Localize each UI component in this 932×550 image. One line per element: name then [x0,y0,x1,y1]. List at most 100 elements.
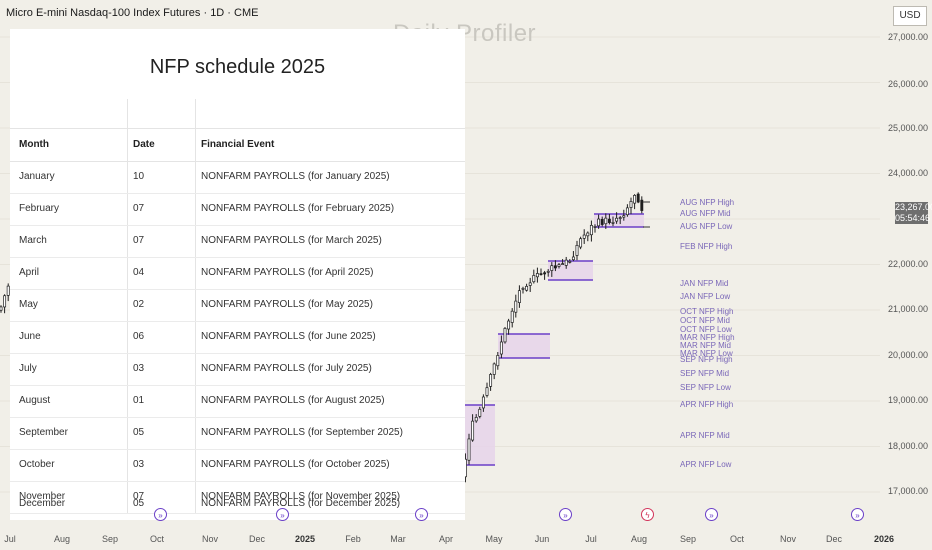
date-cell: 07 [133,491,145,502]
candle-body [525,285,529,291]
candle-body [489,374,493,387]
candle-body [575,245,579,256]
candle-body [604,217,608,225]
countdown-tag: 05:54:46 [895,213,931,224]
candle-body [546,270,550,273]
candle-body [474,417,478,422]
table-header-row: Month Date Financial Event [10,128,465,162]
candle-body [507,320,511,330]
level-label: MAR NFP Mid [680,341,731,350]
candle-body [582,234,586,239]
candle-body [615,217,619,222]
candle-body [636,193,640,203]
time-tick: May [485,534,503,544]
price-tick: 26,000.00 [887,79,928,89]
level-label: APR NFP Mid [680,431,730,440]
candle-body [633,195,637,204]
economic-event-icon[interactable]: » [559,508,572,521]
table-title: NFP schedule 2025 [149,56,326,78]
table-row: December 05 NONFARM PAYROLLS (for Decemb… [10,488,465,520]
level-segments [643,201,650,228]
month-cell: July [19,363,37,374]
header-event: Financial Event [201,139,275,150]
event-cell: NONFARM PAYROLLS (for December 2025) [201,498,401,509]
time-tick: Feb [345,534,361,544]
level-label: SEP NFP Mid [680,369,730,378]
month-cell: October [19,459,55,470]
level-label: AUG NFP High [680,198,735,207]
month-cell: January [19,171,55,182]
candle-body [521,287,525,290]
level-label: APR NFP Low [680,460,732,469]
candle-body [564,259,568,266]
candle-body [0,306,3,311]
column-divider [127,99,128,513]
level-label: OCT NFP Mid [680,316,730,325]
price-tick: 18,000.00 [887,441,928,451]
time-tick-year: 2025 [294,534,316,544]
time-tick: Jul [4,534,16,544]
economic-event-icon[interactable]: » [415,508,428,521]
time-tick: Aug [53,534,71,544]
candle-body [557,264,561,267]
date-cell: 07 [133,203,145,214]
event-cell: NONFARM PAYROLLS (for November 2025) [201,491,401,502]
candle-body [622,215,626,218]
date-cell: 05 [133,427,145,438]
nfp-range-box [498,334,550,358]
economic-event-icon[interactable]: » [154,508,167,521]
time-tick: Dec [825,534,843,544]
candle-body [539,273,543,275]
candle-body [532,275,536,283]
table-row: November 07 NONFARM PAYROLLS (for Novemb… [10,481,465,514]
candle-body [611,222,615,224]
candle-body [492,363,496,375]
price-tick: 22,000.00 [887,259,928,269]
price-tick: 20,000.00 [887,350,928,360]
header-date: Date [133,139,155,150]
level-label: AUG NFP Mid [680,209,731,218]
economic-event-icon[interactable]: » [276,508,289,521]
candle-body [600,218,604,225]
event-cell: NONFARM PAYROLLS (for March 2025) [201,235,382,246]
date-cell: 03 [133,459,145,470]
time-tick: Nov [201,534,219,544]
month-cell: November [19,491,66,502]
candle-body [535,273,539,278]
nfp-range-box [548,261,593,280]
lightning-event-icon[interactable]: ϟ [641,508,654,521]
candle-body [593,226,597,228]
header-month: Month [19,139,49,150]
level-label: JAN NFP Mid [680,279,729,288]
time-tick: Dec [248,534,266,544]
date-cell: 03 [133,363,145,374]
candle-body [589,225,593,236]
candle-body [496,355,500,367]
level-label: AUG NFP Low [680,222,733,231]
price-tick: 19,000.00 [887,395,928,405]
date-cell: 10 [133,171,145,182]
level-label: OCT NFP High [680,307,734,316]
candle-body [499,341,503,355]
price-tick: 25,000.00 [887,123,928,133]
column-divider [195,99,196,513]
time-tick: Apr [438,534,454,544]
symbol-title[interactable]: Micro E-mini Nasdaq-100 Index Futures · … [6,7,259,19]
time-tick: Sep [101,534,119,544]
table-row: July 03 NONFARM PAYROLLS (for July 2025) [10,353,465,386]
candle-body [528,282,532,286]
time-tick: Sep [679,534,697,544]
table-row: June 06 NONFARM PAYROLLS (for June 2025) [10,321,465,354]
event-cell: NONFARM PAYROLLS (for January 2025) [201,171,390,182]
economic-event-icon[interactable]: » [705,508,718,521]
candle-body [471,420,475,441]
currency-button[interactable]: USD [893,6,927,26]
month-cell: June [19,331,41,342]
candle-body [467,438,471,461]
economic-event-icon[interactable]: » [851,508,864,521]
event-cell: NONFARM PAYROLLS (for February 2025) [201,203,395,214]
candle-body [503,328,507,343]
candle-body [607,218,611,223]
price-tick: 27,000.00 [887,32,928,42]
level-label: MAR NFP Low [680,349,733,358]
